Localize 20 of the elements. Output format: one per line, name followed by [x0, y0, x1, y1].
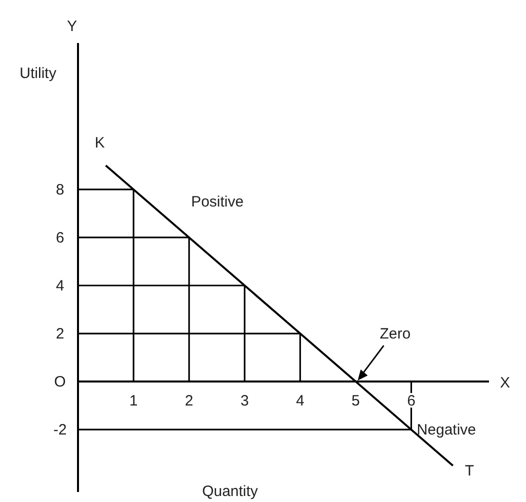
annotation: Zero [380, 326, 411, 343]
x-tick-label: 5 [352, 392, 360, 410]
x-tick-label: 3 [240, 392, 249, 410]
text: Y [66, 18, 78, 35]
y-axis-title: Utility [20, 65, 57, 82]
x-axis-title: Quantity [202, 483, 258, 500]
x-tick-label: 4 [296, 392, 304, 410]
y-tick-label: O [54, 374, 66, 391]
y-tick-label: 2 [56, 326, 64, 343]
x-tick-label: 1 [129, 392, 138, 410]
annotation: K [94, 134, 105, 152]
annotation: Positive [191, 193, 244, 210]
y-tick-label: 8 [56, 181, 64, 198]
y-tick-label: -2 [53, 422, 67, 439]
y-tick-label: 4 [56, 278, 64, 295]
x-tick-label: 2 [184, 392, 194, 410]
annotation: Negative [416, 422, 476, 439]
y-tick-label: 6 [56, 229, 64, 246]
text: X [500, 374, 510, 392]
annotation: T [464, 462, 474, 480]
